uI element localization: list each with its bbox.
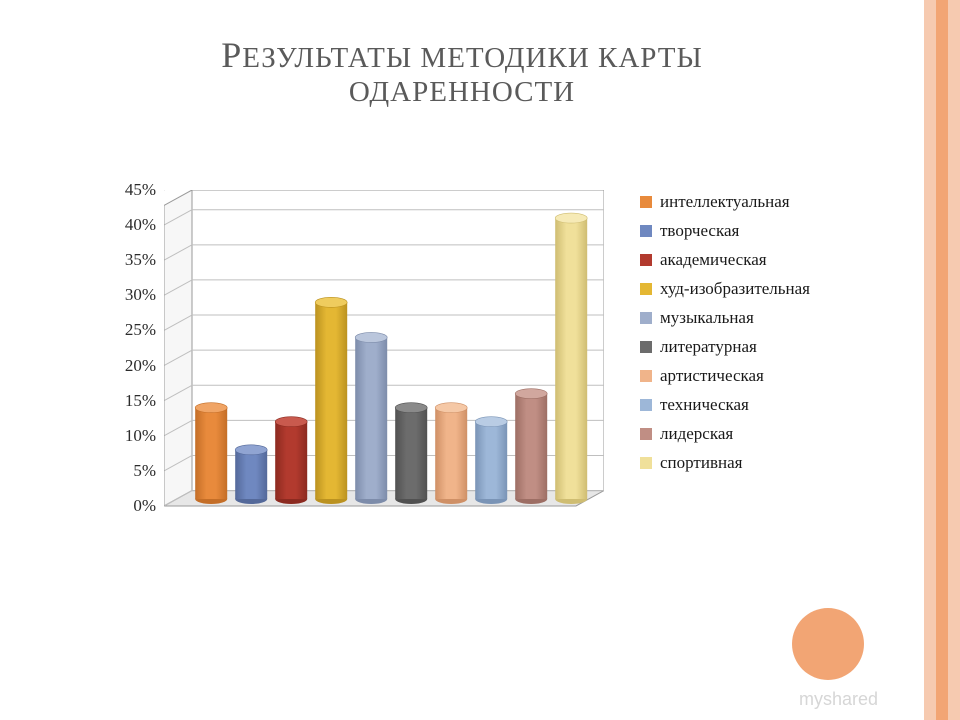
legend-label: литературная — [660, 337, 757, 357]
y-tick-label: 15% — [125, 391, 156, 411]
chart-container: 0%5%10%15%20%25%30%35%40%45% интеллектуа… — [100, 180, 860, 600]
legend-swatch — [640, 312, 652, 324]
title-first-char: Р — [221, 35, 242, 75]
legend-item: артистическая — [640, 366, 880, 386]
chart-legend: интеллектуальная творческая академическая х… — [640, 192, 880, 482]
bar-3 — [315, 297, 347, 504]
title-line1: ЕЗУЛЬТАТЫ МЕТОДИКИ КАРТЫ — [242, 42, 703, 74]
slide-body: РЕЗУЛЬТАТЫ МЕТОДИКИ КАРТЫ ОДАРЕННОСТИ 0%… — [0, 0, 924, 720]
legend-swatch — [640, 457, 652, 469]
legend-item: спортивная — [640, 453, 880, 473]
legend-swatch — [640, 196, 652, 208]
legend-swatch — [640, 283, 652, 295]
legend-swatch — [640, 225, 652, 237]
bar-4 — [355, 332, 387, 504]
watermark: myshared — [799, 689, 878, 710]
legend-item: техническая — [640, 395, 880, 415]
y-tick-label: 20% — [125, 356, 156, 376]
legend-swatch — [640, 341, 652, 353]
bar-1 — [235, 445, 267, 504]
legend-label: лидерская — [660, 424, 733, 444]
bar-5 — [395, 403, 427, 504]
y-tick-label: 25% — [125, 320, 156, 340]
legend-swatch — [640, 370, 652, 382]
bar-0 — [195, 403, 227, 504]
stripe-1 — [924, 0, 936, 720]
legend-swatch — [640, 254, 652, 266]
legend-label: артистическая — [660, 366, 764, 386]
bar-7 — [475, 417, 507, 504]
legend-item: литературная — [640, 337, 880, 357]
legend-swatch — [640, 399, 652, 411]
legend-label: академическая — [660, 250, 767, 270]
legend-label: спортивная — [660, 453, 742, 473]
legend-label: худ-изобразительная — [660, 279, 810, 299]
chart-plot-area: 0%5%10%15%20%25%30%35%40%45% — [164, 190, 604, 550]
bar-2 — [275, 417, 307, 504]
y-tick-label: 0% — [133, 496, 156, 516]
legend-item: музыкальная — [640, 308, 880, 328]
title-line2: ОДАРЕННОСТИ — [0, 76, 924, 109]
legend-swatch — [640, 428, 652, 440]
bar-9 — [555, 213, 587, 504]
legend-label: техническая — [660, 395, 749, 415]
legend-item: лидерская — [640, 424, 880, 444]
accent-circle — [792, 608, 864, 680]
y-tick-label: 10% — [125, 426, 156, 446]
bar-6 — [435, 403, 467, 504]
bar-8 — [515, 389, 547, 504]
chart-bars — [164, 190, 604, 550]
legend-item: интеллектуальная — [640, 192, 880, 212]
legend-label: музыкальная — [660, 308, 754, 328]
y-tick-label: 35% — [125, 250, 156, 270]
legend-label: творческая — [660, 221, 739, 241]
page-title: РЕЗУЛЬТАТЫ МЕТОДИКИ КАРТЫ ОДАРЕННОСТИ — [0, 34, 924, 109]
y-tick-label: 5% — [133, 461, 156, 481]
y-tick-label: 40% — [125, 215, 156, 235]
slide-stage: РЕЗУЛЬТАТЫ МЕТОДИКИ КАРТЫ ОДАРЕННОСТИ 0%… — [0, 0, 960, 720]
y-tick-label: 30% — [125, 285, 156, 305]
stripe-2 — [936, 0, 948, 720]
legend-item: худ-изобразительная — [640, 279, 880, 299]
legend-item: творческая — [640, 221, 880, 241]
legend-item: академическая — [640, 250, 880, 270]
y-tick-label: 45% — [125, 180, 156, 200]
legend-label: интеллектуальная — [660, 192, 790, 212]
stripe-3 — [948, 0, 960, 720]
